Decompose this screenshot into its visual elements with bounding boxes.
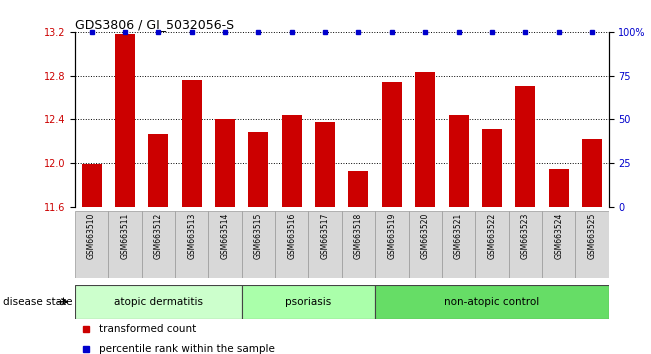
Bar <box>516 86 535 207</box>
Text: GSM663524: GSM663524 <box>554 213 563 259</box>
Text: GSM663525: GSM663525 <box>587 213 596 259</box>
Bar <box>348 171 368 207</box>
Bar <box>215 119 235 207</box>
Text: GSM663522: GSM663522 <box>488 213 497 259</box>
Text: GSM663517: GSM663517 <box>320 213 329 259</box>
Bar <box>342 211 375 278</box>
Bar <box>415 72 435 207</box>
Bar <box>249 132 268 207</box>
Bar <box>148 134 168 207</box>
Bar <box>182 80 202 207</box>
Bar <box>242 285 375 319</box>
Bar <box>275 211 309 278</box>
Bar <box>375 211 409 278</box>
Bar <box>108 211 142 278</box>
Bar <box>409 211 442 278</box>
Text: non-atopic control: non-atopic control <box>444 297 540 307</box>
Text: GDS3806 / GI_5032056-S: GDS3806 / GI_5032056-S <box>75 18 234 31</box>
Text: GSM663521: GSM663521 <box>454 213 463 259</box>
Text: transformed count: transformed count <box>99 324 196 334</box>
Text: atopic dermatitis: atopic dermatitis <box>114 297 202 307</box>
Bar <box>575 211 609 278</box>
Bar <box>75 285 242 319</box>
Bar <box>81 164 102 207</box>
Bar <box>115 34 135 207</box>
Bar <box>142 211 175 278</box>
Bar <box>282 115 301 207</box>
Text: psoriasis: psoriasis <box>285 297 331 307</box>
Bar <box>475 211 508 278</box>
Text: GSM663515: GSM663515 <box>254 213 263 259</box>
Bar <box>549 169 569 207</box>
Text: GSM663520: GSM663520 <box>421 213 430 259</box>
Bar <box>542 211 575 278</box>
Bar <box>381 82 402 207</box>
Text: GSM663516: GSM663516 <box>287 213 296 259</box>
Bar <box>442 211 475 278</box>
Bar <box>449 115 469 207</box>
Bar <box>582 139 602 207</box>
Bar <box>315 122 335 207</box>
Text: GSM663519: GSM663519 <box>387 213 396 259</box>
Text: GSM663510: GSM663510 <box>87 213 96 259</box>
Bar <box>508 211 542 278</box>
Bar <box>482 129 502 207</box>
Bar <box>309 211 342 278</box>
Bar <box>75 211 108 278</box>
Bar <box>175 211 208 278</box>
Text: GSM663511: GSM663511 <box>120 213 130 259</box>
Text: GSM663512: GSM663512 <box>154 213 163 259</box>
Bar <box>208 211 242 278</box>
Bar <box>375 285 609 319</box>
Text: GSM663523: GSM663523 <box>521 213 530 259</box>
Text: GSM663518: GSM663518 <box>354 213 363 259</box>
Text: percentile rank within the sample: percentile rank within the sample <box>99 344 275 354</box>
Text: disease state: disease state <box>3 297 73 307</box>
Text: GSM663514: GSM663514 <box>221 213 230 259</box>
Text: GSM663513: GSM663513 <box>187 213 196 259</box>
Bar <box>242 211 275 278</box>
